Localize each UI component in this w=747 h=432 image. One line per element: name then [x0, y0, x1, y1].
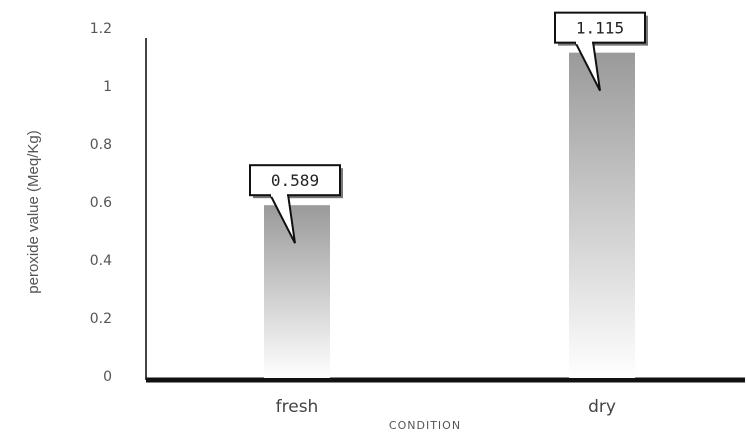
category-label-fresh: fresh [276, 397, 319, 417]
y-axis-label: peroxide value (Meq/Kg) [25, 130, 42, 293]
data-label-text: 1.115 [576, 19, 624, 38]
y-tick-label: 0.8 [90, 137, 112, 153]
bar-fresh [264, 205, 330, 378]
category-labels: fresh dry [276, 397, 616, 417]
y-tick-label: 0.4 [90, 253, 112, 269]
x-axis-label: CONDITION [389, 419, 461, 432]
y-tick-label: 1 [103, 79, 112, 95]
data-label-text: 0.589 [271, 171, 319, 190]
y-tick-label: 0 [103, 369, 112, 385]
data-label-dry: 1.115 [554, 11, 648, 92]
data-label-callouts: 0.589 1.115 [249, 11, 648, 244]
y-tick-labels: 0 0.2 0.4 0.6 0.8 1 1.2 [90, 21, 112, 385]
bar-dry [569, 52, 635, 379]
y-tick-label: 0.6 [90, 195, 112, 211]
bars [264, 52, 635, 379]
category-label-dry: dry [588, 397, 616, 417]
data-label-fresh: 0.589 [249, 164, 343, 244]
y-tick-label: 1.2 [90, 21, 112, 37]
y-tick-label: 0.2 [90, 311, 112, 327]
